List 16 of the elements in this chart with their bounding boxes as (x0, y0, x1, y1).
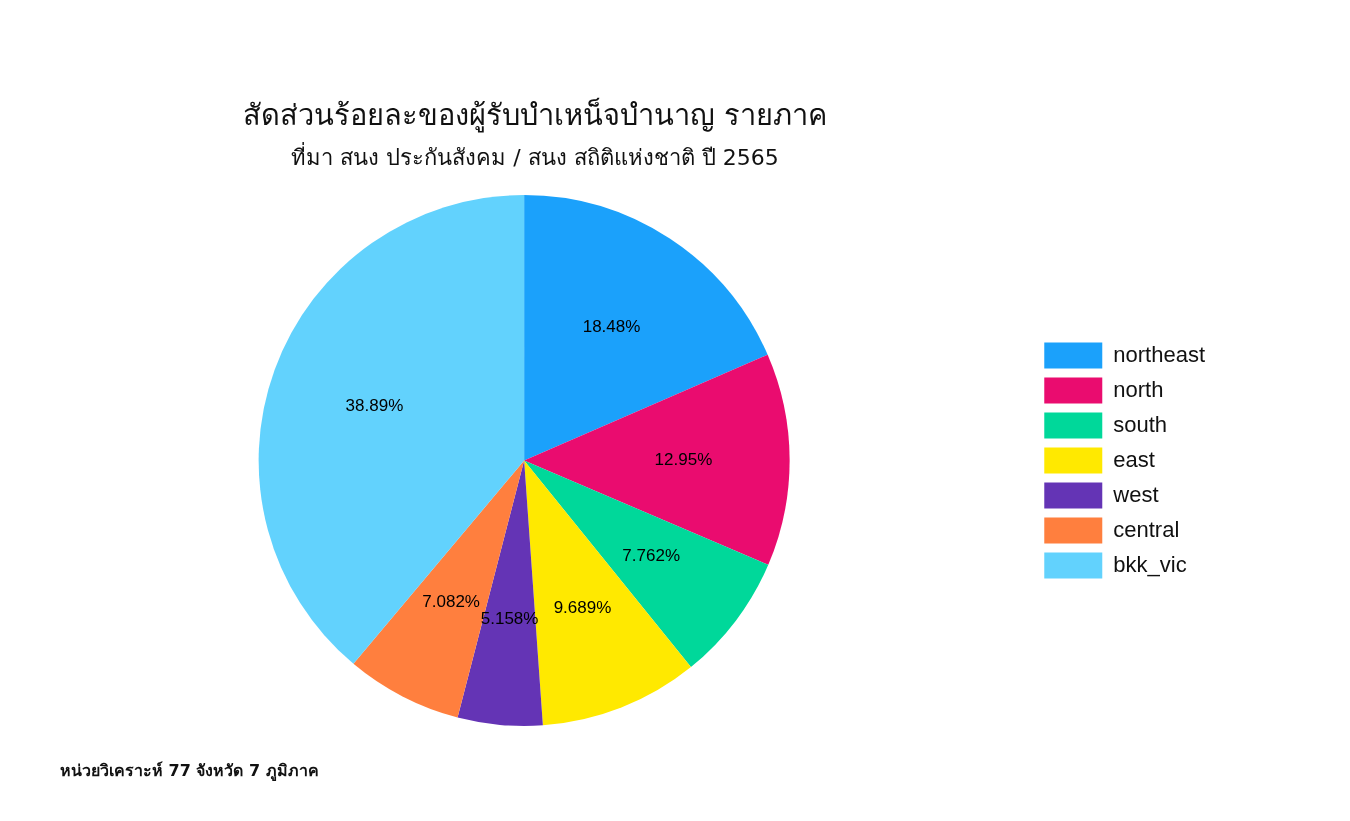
data-label: 12.95% (654, 449, 713, 469)
legend-label: bkk_vic (1113, 551, 1187, 577)
chart-title: สัดส่วนร้อยละของผู้รับบำเหน็จบำนาญ รายภาค (241, 96, 829, 135)
text: หน่วยวิเคราะห์ 77 จังหวัด 7 ภูมิภาค (60, 760, 319, 783)
legend-label: north (1113, 376, 1164, 402)
legend-label: east (1113, 446, 1155, 472)
chart-subtitle: ที่มา สนง ประกันสังคม / สนง สถิติแห่งชาติ ปี 2565 (290, 141, 780, 172)
data-label: 38.89% (345, 395, 404, 415)
legend-label: central (1113, 516, 1180, 542)
data-label: 9.689% (553, 598, 612, 618)
data-label: 7.082% (422, 591, 480, 611)
legend-label: northeast (1113, 341, 1206, 367)
data-label: 7.762% (622, 546, 681, 566)
legend-label: south (1113, 411, 1168, 437)
data-label: 18.48% (582, 316, 641, 336)
legend-label: west (1112, 481, 1159, 507)
